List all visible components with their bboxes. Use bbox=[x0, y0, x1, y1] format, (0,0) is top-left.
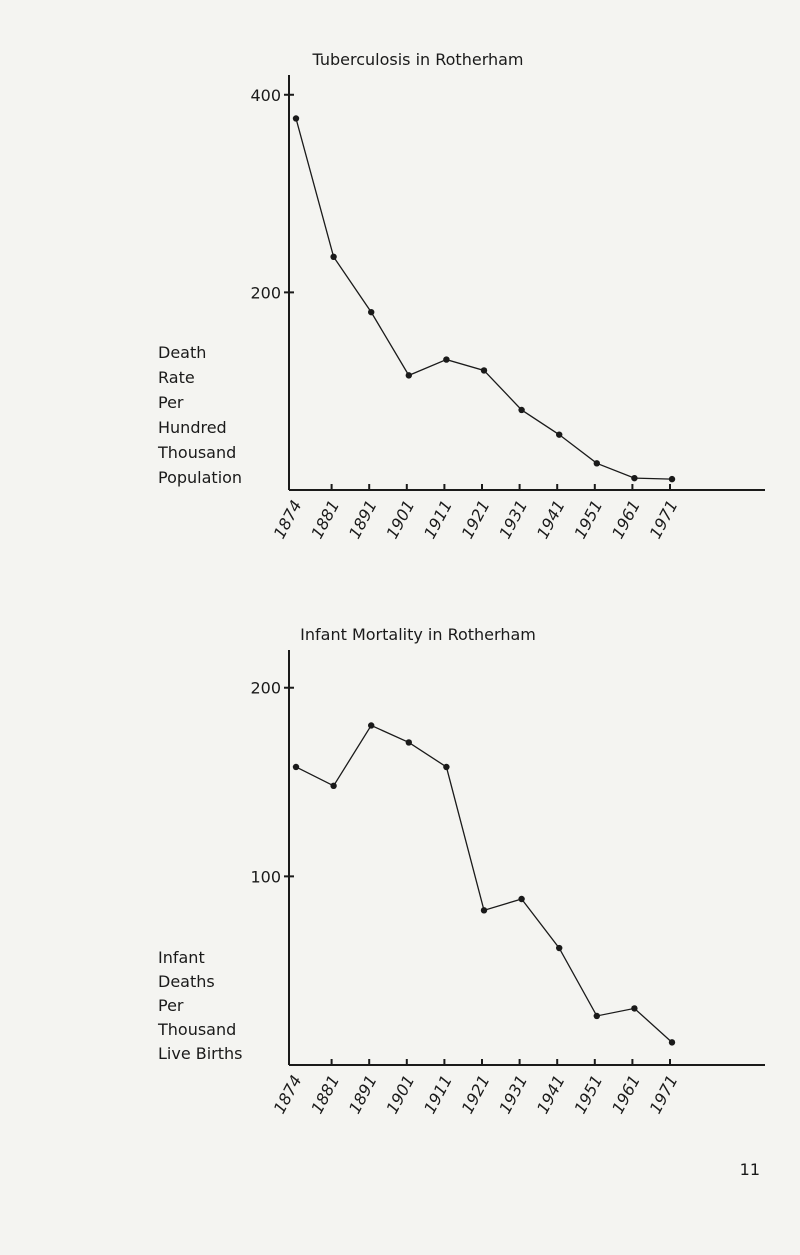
y-tick-label: 400 bbox=[250, 86, 281, 105]
point bbox=[593, 1012, 600, 1020]
point bbox=[405, 739, 412, 746]
point bbox=[443, 356, 450, 363]
y-axis-label: Thousand bbox=[157, 443, 236, 462]
point bbox=[405, 372, 412, 379]
y-axis-label: Live Births bbox=[158, 1044, 243, 1063]
point bbox=[480, 907, 488, 914]
point bbox=[368, 308, 375, 316]
y-tick-label: 200 bbox=[250, 679, 281, 698]
point bbox=[518, 406, 525, 414]
point bbox=[593, 460, 600, 467]
y-axis-label: Per bbox=[158, 996, 184, 1015]
chart-title: Tuberculosis in Rotherham bbox=[311, 50, 523, 69]
y-axis-label: Per bbox=[158, 393, 184, 412]
point bbox=[556, 431, 563, 438]
point bbox=[330, 253, 337, 261]
y-axis-label: Death bbox=[158, 343, 206, 362]
y-axis-label: Population bbox=[158, 468, 242, 487]
y-axis-label: Rate bbox=[158, 368, 195, 387]
y-tick-label: 200 bbox=[250, 283, 281, 302]
point bbox=[518, 895, 525, 903]
point bbox=[668, 475, 676, 483]
page-number: 11 bbox=[740, 1160, 760, 1179]
y-axis-label: Deaths bbox=[158, 972, 215, 991]
y-axis-label: Thousand bbox=[157, 1020, 236, 1039]
point bbox=[368, 722, 375, 729]
point bbox=[631, 1005, 638, 1012]
point bbox=[292, 115, 300, 122]
point bbox=[443, 763, 450, 771]
chart-title: Infant Mortality in Rotherham bbox=[300, 625, 536, 644]
point bbox=[330, 782, 337, 790]
y-tick-label: 100 bbox=[250, 867, 281, 886]
y-axis-label: Hundred bbox=[158, 418, 227, 437]
point bbox=[292, 763, 300, 771]
y-axis-label: Infant bbox=[158, 948, 205, 967]
point bbox=[631, 474, 638, 482]
point bbox=[668, 1039, 676, 1046]
point bbox=[556, 944, 563, 952]
point bbox=[480, 367, 488, 374]
